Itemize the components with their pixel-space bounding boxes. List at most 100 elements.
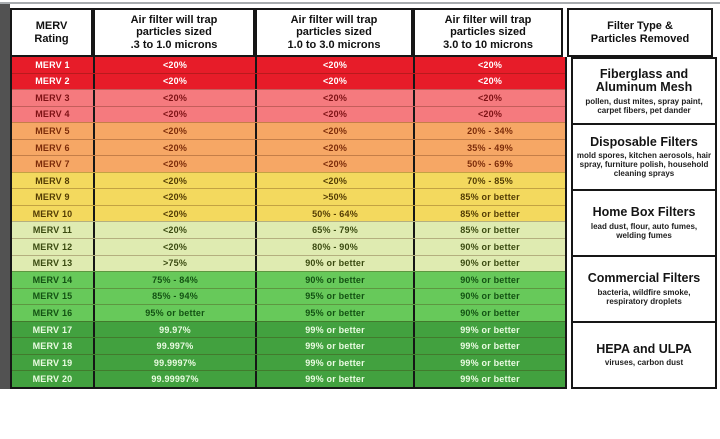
efficiency-value-cell: 95% or better <box>95 305 257 321</box>
efficiency-value-cell: <20% <box>257 156 415 172</box>
efficiency-value-cell: <20% <box>257 57 415 73</box>
efficiency-value-cell: <20% <box>257 139 415 156</box>
filter-group-particles: lead dust, flour, auto fumes, welding fu… <box>590 221 698 240</box>
efficiency-value-cell: 85% - 94% <box>95 288 257 305</box>
efficiency-value-cell: <20% <box>95 57 257 73</box>
efficiency-value-cell: <20% <box>257 73 415 90</box>
header-cell-line: particles sized <box>296 26 372 39</box>
header-cell-line: particles sized <box>450 26 526 39</box>
header-cell-line: .3 to 1.0 microns <box>130 38 218 51</box>
merv-rating-label: MERV 7 <box>12 156 95 172</box>
filter-type-column: Fiberglass and Aluminum Mesh pollen, dust… <box>571 57 717 389</box>
header-cell-line: particles sized <box>136 26 212 39</box>
efficiency-value-cell: <20% <box>257 172 415 189</box>
header-cell: MERV Rating <box>10 8 93 57</box>
efficiency-value-cell: 90% or better <box>460 291 520 302</box>
merv-rating-label: MERV 3 <box>12 90 95 106</box>
efficiency-value-cell: 85% or better <box>460 192 520 203</box>
filter-group-title: Commercial Filters <box>587 271 701 286</box>
header-cell: Air filter will trap particles sized .3 to… <box>93 8 255 57</box>
merv-rating-label: MERV 14 <box>12 272 95 288</box>
table-row: MERV 13 >75% 90% or better 90% or better <box>12 254 565 272</box>
filter-group-particles: pollen, dust mites, spray paint, carpet … <box>585 96 703 115</box>
efficiency-value-cell: 20% - 34% <box>467 125 513 136</box>
table-header-row: MERV Rating Air filter will trap particles … <box>10 8 713 57</box>
efficiency-value-cell: 80% - 90% <box>257 239 415 255</box>
efficiency-value-cell: <20% <box>257 123 415 139</box>
merv-rating-label: MERV 6 <box>12 139 95 156</box>
efficiency-value-cell: <20% <box>257 90 415 106</box>
header-cell-line: Particles Removed <box>590 32 690 45</box>
efficiency-value-cell: 99% or better <box>460 324 520 335</box>
table-row: MERV 14 75% - 84% 90% or better 90% or bett… <box>12 271 565 288</box>
efficiency-value-cell: 70% - 85% <box>467 175 513 186</box>
efficiency-value-cell: <20% <box>95 189 257 205</box>
table-row: MERV 20 99.99997% 99% or better 99% or bett… <box>12 370 565 387</box>
efficiency-value-cell: 65% - 79% <box>257 222 415 239</box>
merv-rating-label: MERV 11 <box>12 222 95 239</box>
filter-group-box: Commercial Filters bacteria, wildfire smo… <box>571 255 717 323</box>
filter-group-title: Disposable Filters <box>590 134 698 149</box>
efficiency-value-cell: 90% or better <box>257 255 415 272</box>
table-row: MERV 6 <20% <20% 35% - 49% <box>12 138 565 156</box>
merv-rating-label: MERV 13 <box>12 255 95 272</box>
table-row: MERV 9 <20% >50% 85% or better <box>12 188 565 205</box>
efficiency-value-cell: 99% or better <box>257 338 415 354</box>
header-cell: Air filter will trap particles sized 1.0 t… <box>255 8 413 57</box>
merv-rating-label: MERV 1 <box>12 57 95 73</box>
filter-group-box: Fiberglass and Aluminum Mesh pollen, dust… <box>571 57 717 125</box>
efficiency-value-cell: <20% <box>477 92 503 103</box>
header-cell-line: MERV <box>35 20 68 32</box>
filter-group-title: HEPA and ULPA <box>596 341 692 356</box>
table-row: MERV 5 <20% <20% 20% - 34% <box>12 122 565 139</box>
efficiency-value-cell: <20% <box>95 205 257 222</box>
efficiency-value-cell: <20% <box>95 139 257 156</box>
header-cell: Air filter will trap particles sized 3.0 t… <box>413 8 563 57</box>
merv-rating-label: MERV 5 <box>12 123 95 139</box>
efficiency-value-cell: 95% or better <box>257 305 415 321</box>
table-body: MERV 1 <20% <20% <20% MERV 2 <20% <20% <20% MERV… <box>10 57 717 389</box>
table-row: MERV 8 <20% <20% 70% - 85% <box>12 171 565 189</box>
efficiency-value-cell: <20% <box>477 59 503 70</box>
merv-table: MERV Rating Air filter will trap particles … <box>10 8 717 389</box>
filter-group-box: Disposable Filters mold spores, kitchen a… <box>571 123 717 191</box>
header-cell-line: Rating <box>34 32 69 45</box>
efficiency-value-cell: <20% <box>95 106 257 123</box>
header-cell-line: Air filter will trap <box>290 13 378 26</box>
merv-rating-label: MERV 18 <box>12 338 95 354</box>
table-row: MERV 11 <20% 65% - 79% 85% or better <box>12 221 565 239</box>
efficiency-value-cell: 85% or better <box>460 225 520 236</box>
efficiency-value-cell: <20% <box>477 76 503 87</box>
efficiency-value-cell: 85% or better <box>460 208 520 219</box>
efficiency-value-cell: 75% - 84% <box>95 272 257 288</box>
top-divider-line <box>0 2 720 4</box>
efficiency-value-cell: <20% <box>95 123 257 139</box>
header-cell-line: Air filter will trap <box>130 13 218 26</box>
efficiency-value-cell: <20% <box>95 239 257 255</box>
header-cell-line: Filter Type & <box>607 20 673 32</box>
efficiency-value-cell: <20% <box>477 109 503 120</box>
table-row: MERV 19 99.9997% 99% or better 99% or bette… <box>12 353 565 371</box>
efficiency-value-cell: 35% - 49% <box>467 142 513 153</box>
efficiency-value-cell: 99.99997% <box>95 371 257 387</box>
filter-group-title: Home Box Filters <box>592 205 696 220</box>
merv-rating-label: MERV 8 <box>12 172 95 189</box>
efficiency-value-cell: 99% or better <box>460 374 520 385</box>
efficiency-value-cell: <20% <box>95 172 257 189</box>
efficiency-value-cell: 99% or better <box>460 357 520 368</box>
efficiency-value-cell: 99% or better <box>460 341 520 352</box>
efficiency-value-cell: >50% <box>257 189 415 205</box>
efficiency-value-cell: >75% <box>95 255 257 272</box>
efficiency-value-cell: 50% - 69% <box>467 159 513 170</box>
efficiency-value-cell: 50% - 64% <box>257 205 415 222</box>
filter-group-particles: viruses, carbon dust <box>604 358 684 368</box>
table-row: MERV 16 95% or better 95% or better 90% or … <box>12 304 565 321</box>
rating-rows-area: MERV 1 <20% <20% <20% MERV 2 <20% <20% <20% MERV… <box>10 57 567 389</box>
efficiency-value-cell: 90% or better <box>257 272 415 288</box>
efficiency-value-cell: <20% <box>95 73 257 90</box>
efficiency-value-cell: 90% or better <box>460 241 520 252</box>
header-cell-line: Air filter will trap <box>444 13 532 26</box>
efficiency-value-cell: <20% <box>95 222 257 239</box>
table-row: MERV 12 <20% 80% - 90% 90% or better <box>12 238 565 255</box>
table-row: MERV 18 99.997% 99% or better 99% or better <box>12 337 565 354</box>
